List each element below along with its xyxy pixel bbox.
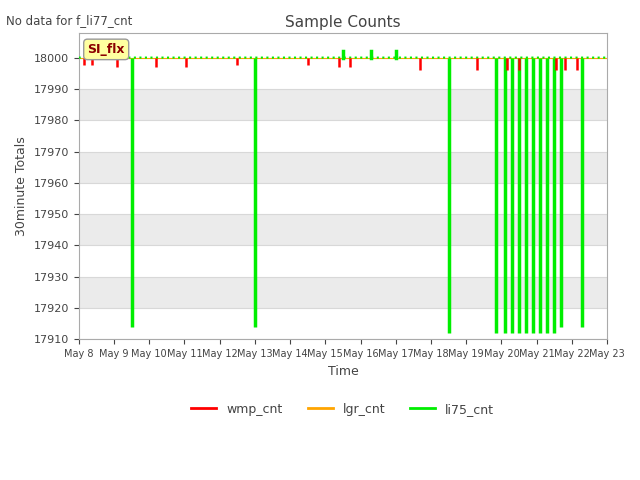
Bar (79, 33, 607, 58)
Bar (79, 214, 607, 245)
X-axis label: Time: Time (328, 365, 358, 378)
Legend: wmp_cnt, lgr_cnt, li75_cnt: wmp_cnt, lgr_cnt, li75_cnt (186, 398, 499, 420)
Bar (79, 308, 607, 339)
Title: Sample Counts: Sample Counts (285, 15, 401, 30)
Bar (79, 58, 607, 89)
Bar (79, 276, 607, 308)
Bar (79, 245, 607, 276)
Text: SI_flx: SI_flx (88, 43, 125, 56)
Bar (79, 120, 607, 152)
Bar (79, 183, 607, 214)
Bar (79, 89, 607, 120)
Bar (79, 152, 607, 183)
Y-axis label: 30minute Totals: 30minute Totals (15, 136, 28, 236)
Text: No data for f_li77_cnt: No data for f_li77_cnt (6, 14, 132, 27)
